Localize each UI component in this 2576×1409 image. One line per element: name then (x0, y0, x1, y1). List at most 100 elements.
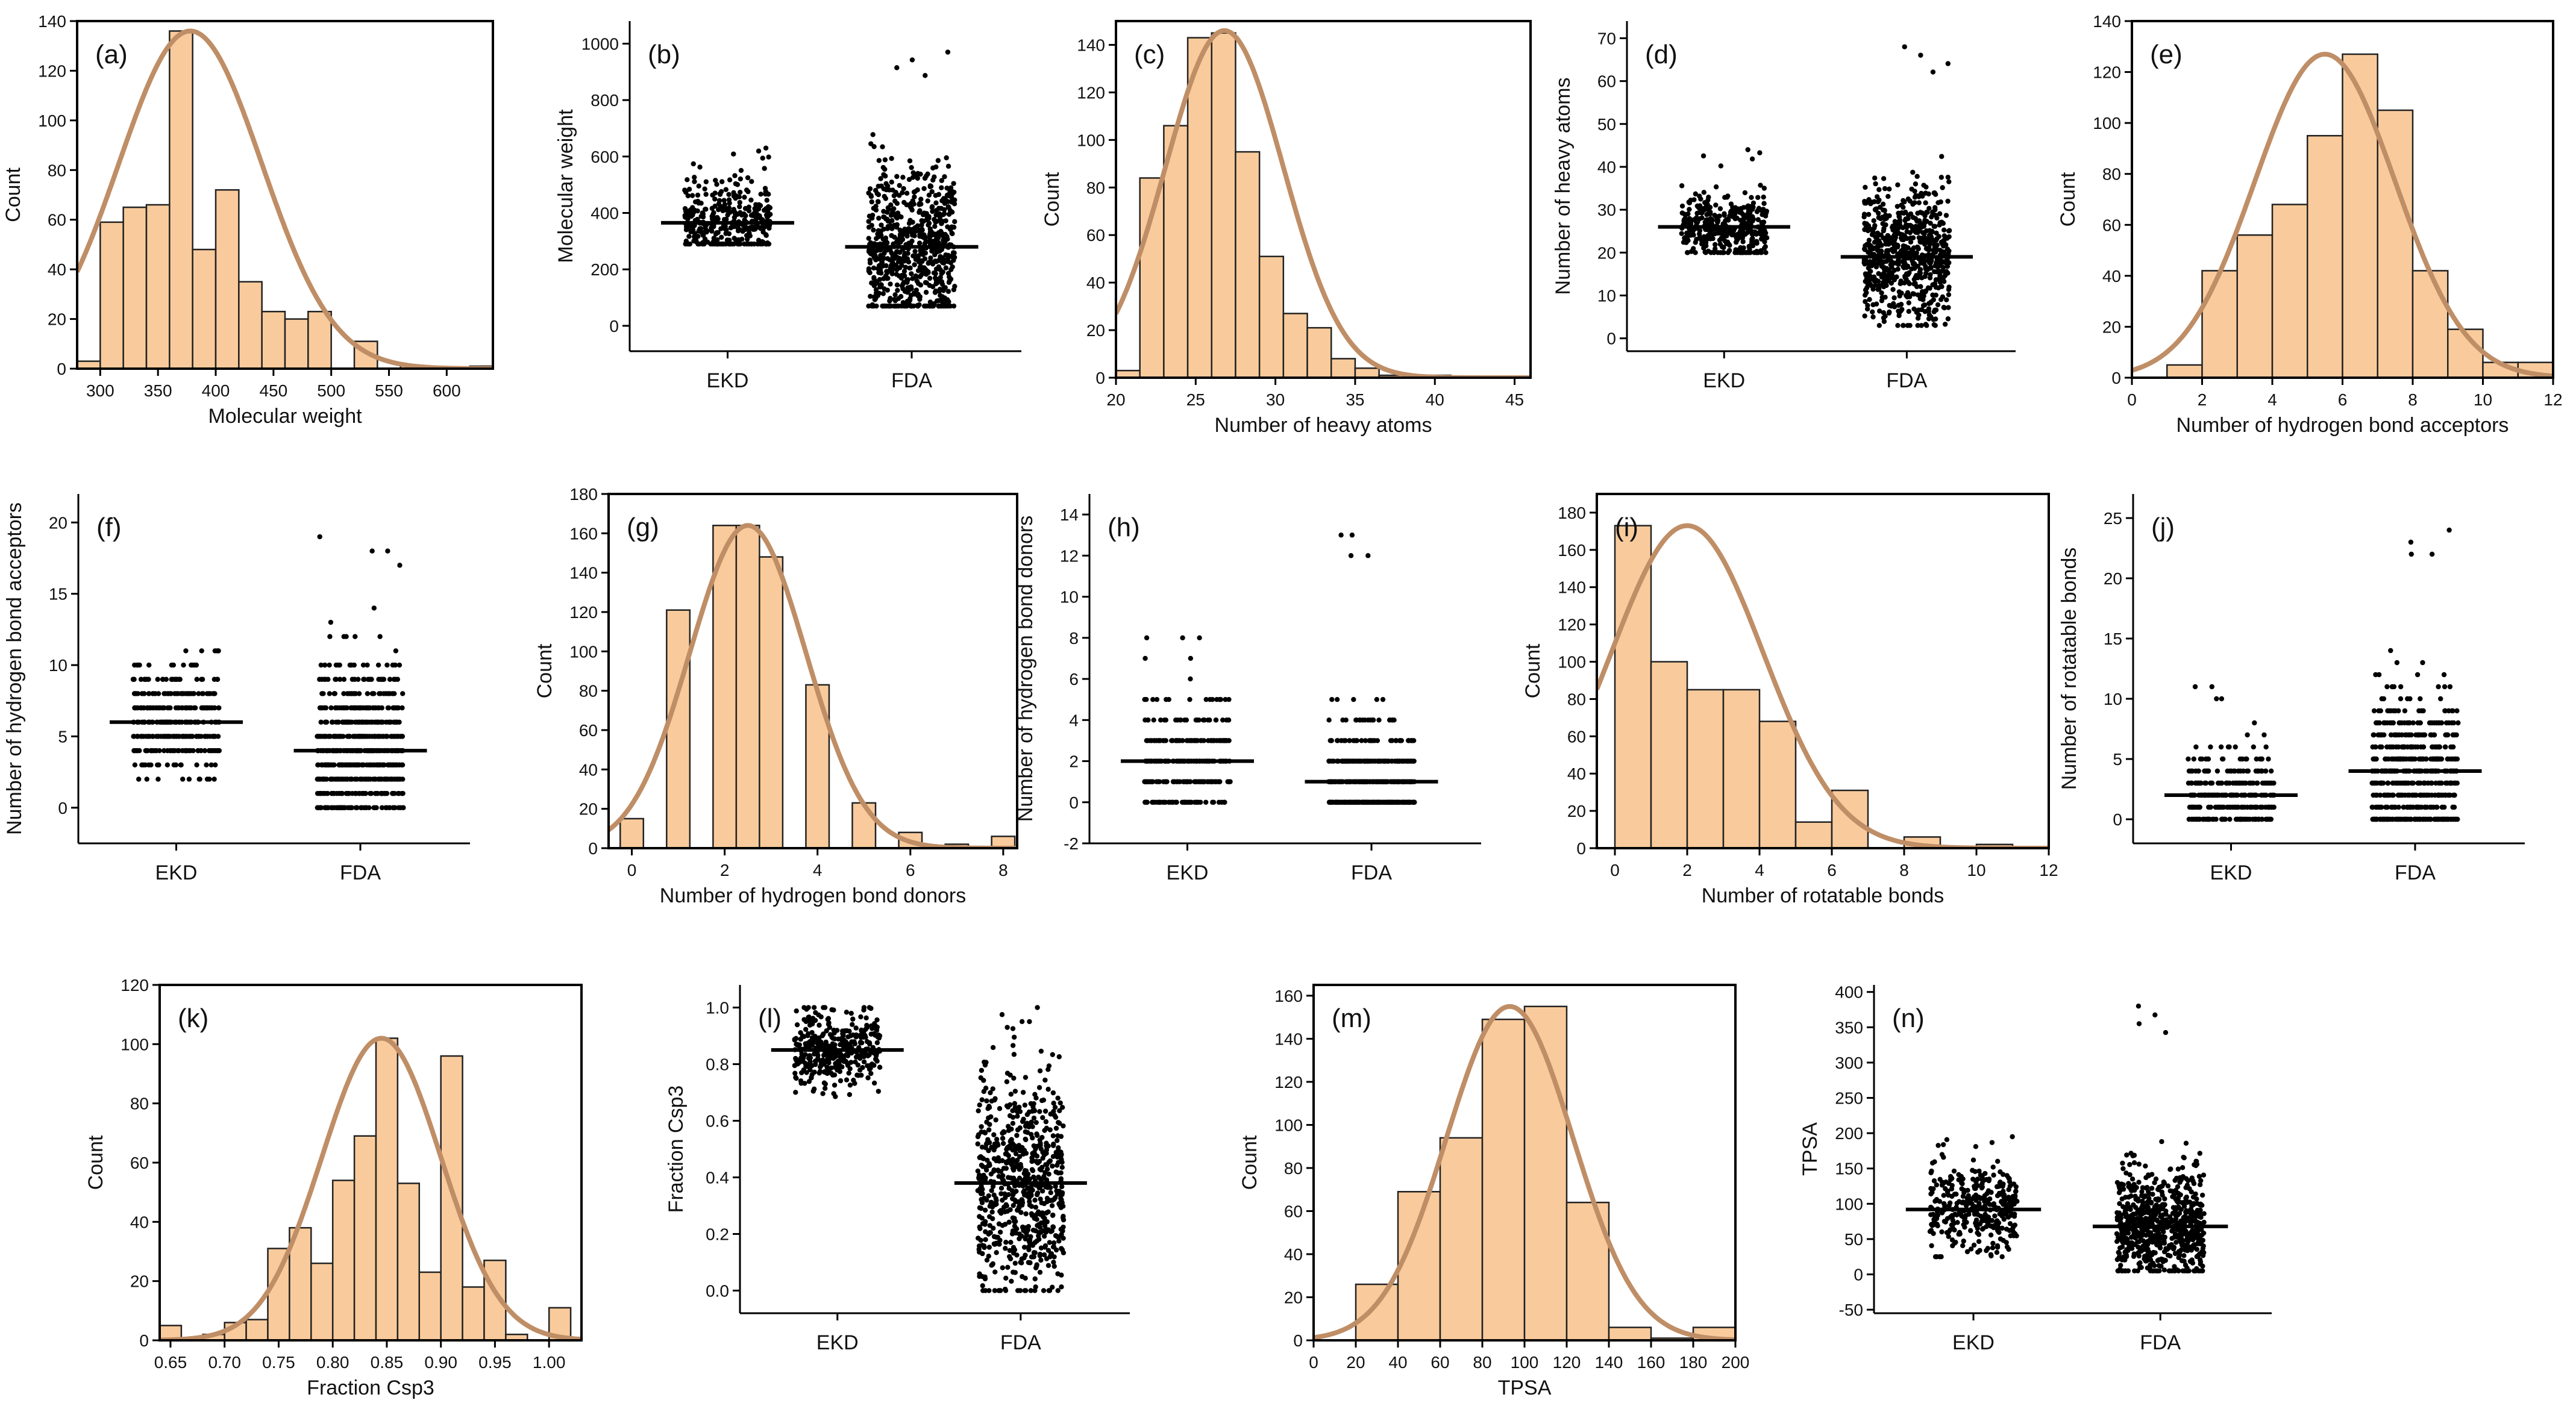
data-point (900, 175, 906, 180)
data-point (1932, 269, 1937, 275)
data-point (901, 186, 906, 192)
data-point (1151, 717, 1156, 723)
data-point (1733, 208, 1738, 214)
data-point (1878, 248, 1884, 254)
data-point (1381, 799, 1387, 805)
data-point (170, 748, 176, 754)
x-tick-label: 450 (259, 381, 287, 400)
y-tick-label: 160 (569, 524, 598, 543)
data-point (742, 195, 747, 200)
data-point (1188, 676, 1193, 682)
data-point (1343, 717, 1349, 723)
histogram-bar (145, 204, 171, 370)
data-point (938, 254, 943, 260)
data-point (747, 241, 752, 247)
data-point (909, 271, 914, 276)
x-tick-label: 10 (1967, 861, 1985, 879)
data-point (874, 280, 880, 286)
data-point (945, 224, 950, 230)
y-axis-title: Number of heavy atoms (1552, 78, 1575, 295)
data-point (1905, 294, 1910, 300)
data-point (1862, 247, 1868, 252)
data-point (324, 805, 330, 811)
data-point (1923, 322, 1929, 327)
data-point (2240, 768, 2246, 774)
data-point (1326, 717, 1332, 723)
data-point (2442, 744, 2448, 750)
data-point (400, 705, 405, 711)
histogram-bar (2201, 270, 2238, 379)
data-point (1939, 219, 1945, 225)
data-point (207, 776, 212, 782)
data-point (1874, 194, 1880, 199)
data-point (1761, 186, 1767, 191)
data-point (1882, 208, 1887, 213)
data-point (1927, 237, 1933, 243)
data-point (715, 216, 721, 222)
data-point (1918, 52, 1923, 58)
data-point (918, 263, 923, 269)
data-point (1933, 307, 1939, 313)
data-point (194, 676, 199, 682)
data-point (1872, 199, 1877, 204)
data-point (733, 181, 739, 187)
data-point (1908, 235, 1913, 241)
data-point (2447, 684, 2453, 690)
data-point (2371, 756, 2377, 762)
data-point (359, 719, 365, 725)
data-point (1863, 184, 1868, 190)
data-point (732, 211, 738, 217)
data-point (695, 216, 700, 222)
data-point (873, 207, 879, 213)
data-point (160, 676, 166, 682)
data-point (943, 265, 949, 270)
data-point (202, 748, 208, 754)
data-point (370, 705, 376, 711)
data-point (1745, 147, 1750, 152)
data-point (1919, 289, 1925, 295)
data-point (1687, 216, 1693, 222)
data-point (1760, 235, 1766, 240)
data-point (2188, 768, 2193, 774)
data-point (917, 274, 923, 280)
data-point (877, 233, 883, 239)
data-point (1882, 295, 1888, 300)
data-point (728, 225, 733, 231)
data-point (1737, 210, 1742, 215)
y-tick-label: 140 (1558, 578, 1586, 597)
data-point (1201, 738, 1207, 743)
data-point (917, 258, 922, 263)
data-point (1719, 244, 1725, 249)
y-tick-label: 600 (591, 148, 619, 166)
data-point (881, 172, 886, 178)
data-point (2214, 768, 2220, 774)
data-point (1938, 276, 1944, 282)
data-point (349, 776, 354, 782)
data-point (171, 662, 177, 668)
data-point (2266, 756, 2271, 762)
data-point (760, 230, 766, 235)
category-label: FDA (891, 369, 932, 392)
data-point (1905, 196, 1911, 202)
data-point (1724, 233, 1729, 238)
data-point (1866, 278, 1872, 284)
data-point (692, 175, 697, 180)
data-point (2192, 684, 2198, 690)
data-point (2408, 539, 2414, 545)
data-point (1341, 799, 1347, 805)
data-point (1723, 217, 1729, 223)
data-point (131, 734, 136, 739)
data-point (199, 676, 205, 682)
data-point (1946, 234, 1952, 240)
data-point (196, 691, 201, 696)
data-point (1183, 717, 1189, 723)
data-point (922, 175, 928, 181)
data-point (896, 303, 901, 309)
data-point (917, 296, 923, 302)
data-point (890, 187, 895, 193)
data-point (1754, 239, 1760, 245)
data-point (906, 259, 912, 265)
data-point (1922, 273, 1928, 280)
data-point (765, 209, 771, 215)
